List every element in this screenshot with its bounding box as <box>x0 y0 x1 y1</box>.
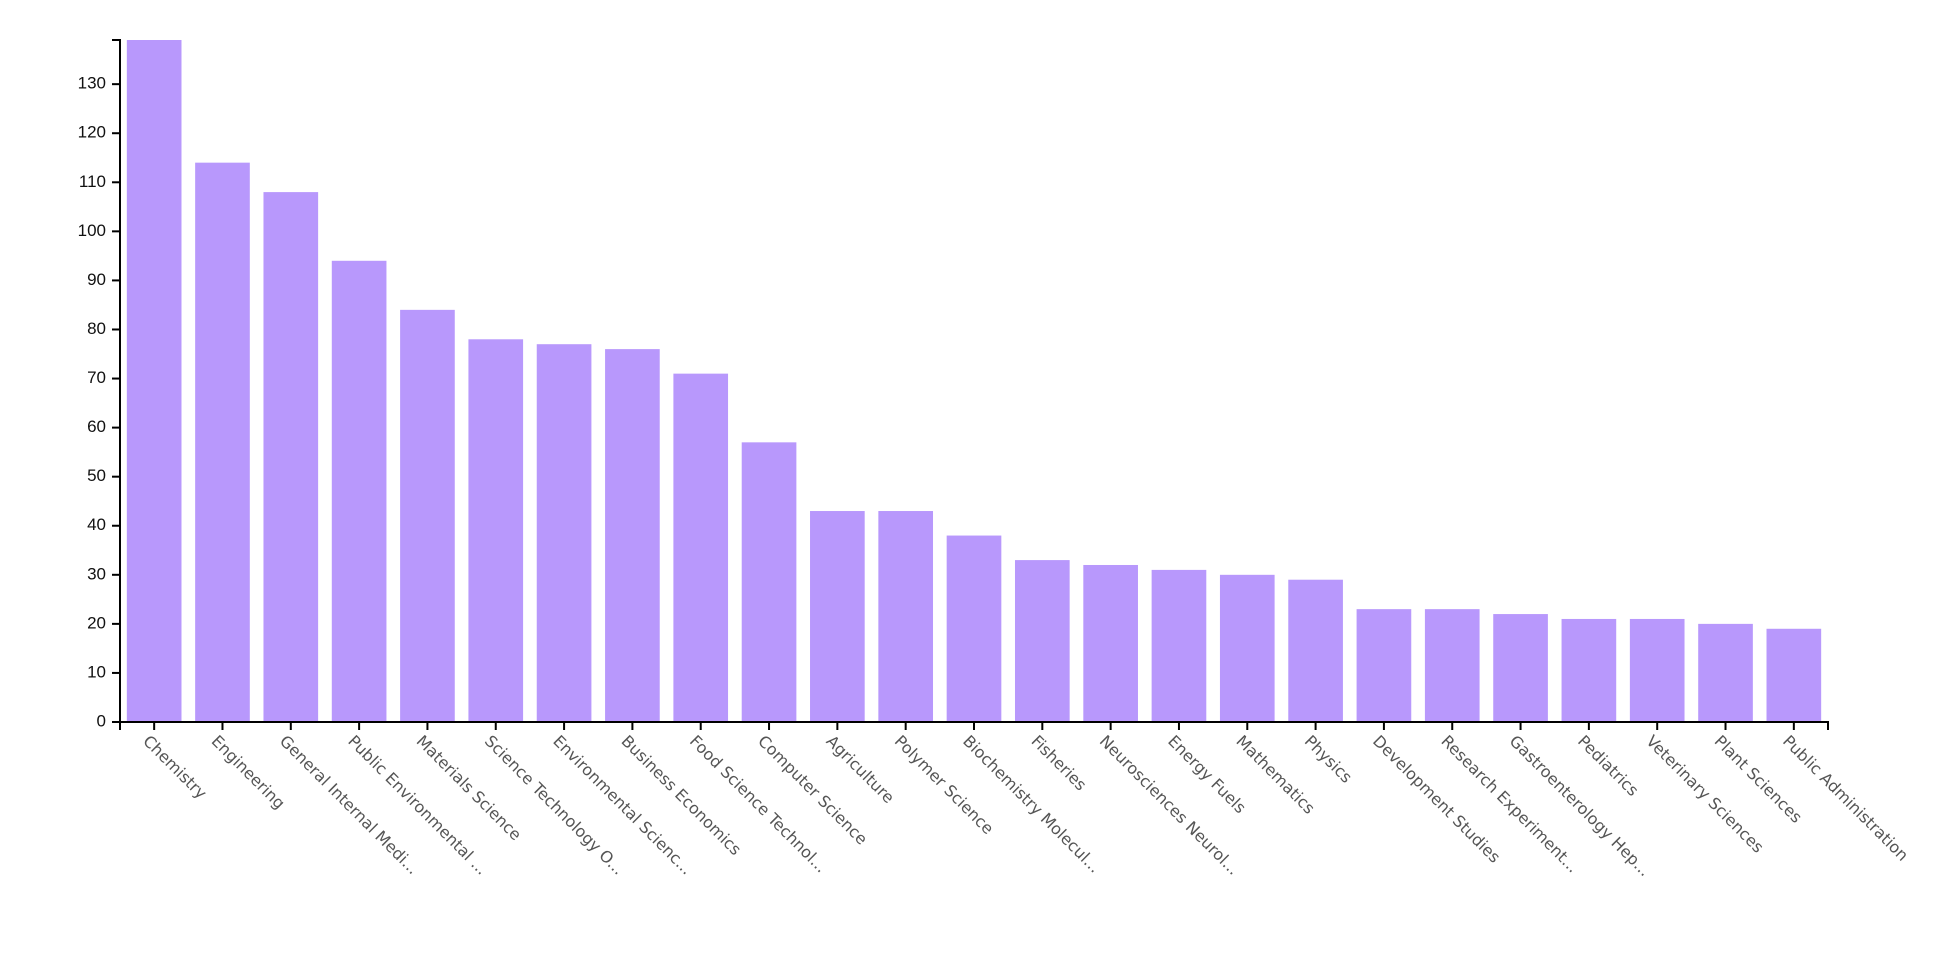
x-tick-label: General Internal Medi... <box>276 731 423 878</box>
bar <box>1698 623 1753 722</box>
bar <box>1288 579 1343 722</box>
bar <box>195 162 250 722</box>
x-tick-label: Agriculture <box>823 731 899 807</box>
bar <box>536 344 592 722</box>
x-tick-label: Chemistry <box>139 731 210 802</box>
y-tick-label: 40 <box>87 515 106 534</box>
bar <box>946 535 1002 722</box>
x-tick-label: Gastroenterology Hep... <box>1506 731 1655 880</box>
bar <box>126 40 182 722</box>
x-tick-label: Fisheries <box>1027 731 1090 794</box>
x-tick-label: Public Environmental ... <box>344 731 491 878</box>
x-tick-label: Food Science Technol... <box>686 731 831 876</box>
y-tick-label: 60 <box>87 417 106 436</box>
bar <box>1561 618 1617 722</box>
bar <box>810 511 865 722</box>
x-tick-label: Public Administration <box>1779 731 1912 864</box>
bar <box>605 349 660 722</box>
y-tick-label: 100 <box>78 221 106 240</box>
x-tick-label: Veterinary Sciences <box>1642 731 1767 856</box>
x-tick-label: Pediatrics <box>1574 731 1642 799</box>
y-tick-label: 30 <box>87 564 106 583</box>
y-tick-label: 0 <box>97 711 106 730</box>
y-tick-label: 10 <box>87 662 106 681</box>
y-tick-label: 110 <box>79 172 106 191</box>
y-tick-label: 80 <box>87 319 106 338</box>
bars-group <box>126 40 1822 723</box>
bar <box>741 442 797 722</box>
y-axis-line <box>112 39 121 723</box>
bar <box>1219 574 1275 722</box>
bar <box>468 339 524 722</box>
x-tick-label: Science Technology O... <box>481 731 628 878</box>
bar <box>1629 618 1685 722</box>
bar <box>1151 569 1207 722</box>
x-tick-label: Neurosciences Neurol... <box>1096 731 1243 878</box>
x-tick-label: Biochemistry Molecul... <box>959 731 1104 876</box>
bar <box>1424 609 1480 722</box>
bar <box>1766 628 1822 722</box>
y-tick-label: 130 <box>78 74 106 93</box>
x-tick-label: Research Experiment... <box>1437 731 1582 876</box>
x-tick-label: Business Economics <box>618 731 746 859</box>
bar <box>1083 564 1138 722</box>
y-tick-label: 20 <box>87 613 106 632</box>
bar <box>673 373 729 722</box>
y-tick-label: 70 <box>87 368 106 387</box>
bar <box>400 309 455 722</box>
bar <box>878 511 934 722</box>
x-tick-label: Environmental Scienc... <box>549 731 696 878</box>
y-tick-label: 120 <box>78 123 106 142</box>
bar <box>1493 614 1548 722</box>
y-tick-label: 90 <box>87 270 106 289</box>
y-axis: 0 10 20 30 40 50 60 70 80 90 100 110 120 130 <box>78 39 121 730</box>
x-tick-label: Physics <box>1301 731 1356 786</box>
bar <box>1014 560 1070 722</box>
y-tick-label: 50 <box>87 466 106 485</box>
bar <box>331 260 387 722</box>
bar <box>263 192 319 723</box>
bar <box>1356 609 1412 722</box>
x-tick-label: Development Studies <box>1369 731 1504 866</box>
